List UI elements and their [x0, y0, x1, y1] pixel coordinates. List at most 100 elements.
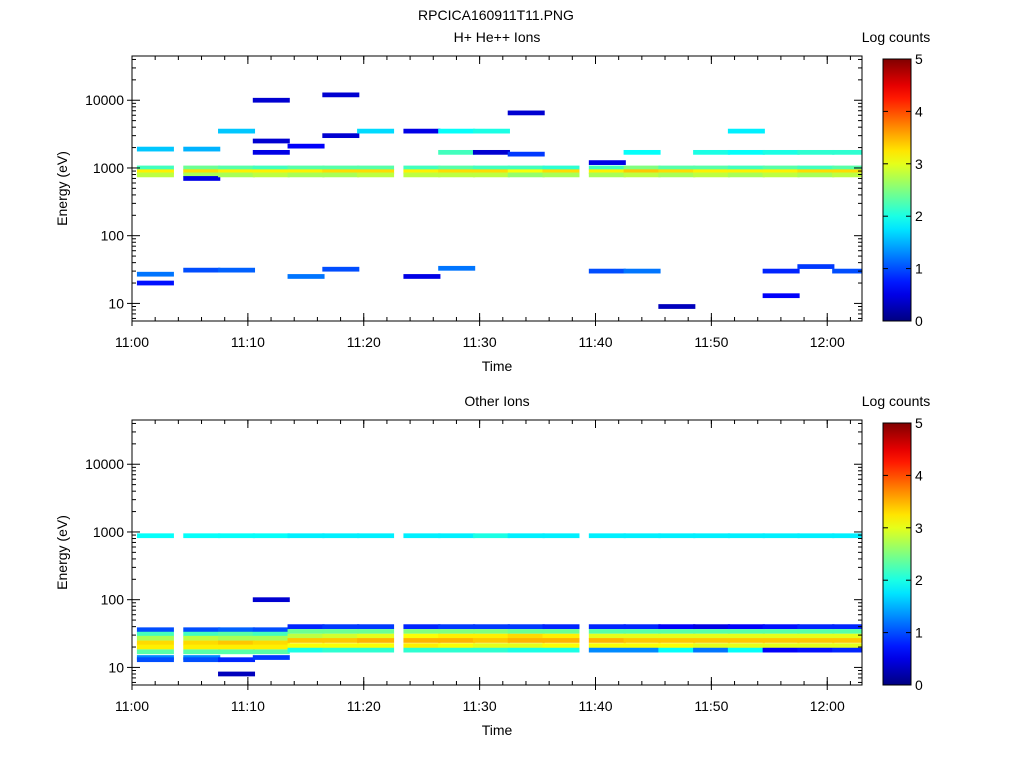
- heatmap-cell: [287, 647, 325, 653]
- heatmap-cell: [762, 647, 800, 653]
- heatmap-cell: [357, 169, 395, 175]
- heatmap-cell: [727, 647, 765, 653]
- heatmap-cell: [542, 633, 580, 639]
- panel-other-ions: Other Ions 11:00 11:10 11:20 11:30 11:40 11:50…: [54, 393, 930, 738]
- heatmap-cell: [322, 533, 360, 539]
- heatmap-cell: [623, 647, 661, 653]
- heatmap-cell: [588, 172, 626, 178]
- heatmap-cell: [507, 110, 545, 116]
- heatmap-cell: [507, 624, 545, 630]
- heatmap-cell: [507, 169, 545, 175]
- heatmap-cell: [252, 169, 290, 175]
- heatmap-cell: [403, 172, 441, 178]
- heatmap-cell: [218, 172, 256, 178]
- heatmap-cells: [136, 533, 862, 677]
- heatmap-cell: [438, 624, 476, 630]
- x-tick-label: 11:20: [347, 334, 381, 350]
- heatmap-cell: [832, 638, 862, 643]
- heatmap-cell: [438, 633, 476, 639]
- y-tick-label: 10: [108, 659, 124, 675]
- heatmap-cell: [588, 638, 626, 643]
- x-tick-label: 11:30: [463, 698, 497, 714]
- heatmap-cell: [693, 633, 731, 639]
- heatmap-cell: [252, 97, 290, 103]
- heatmap-cell: [693, 638, 731, 643]
- heatmap-cell: [797, 643, 835, 648]
- heatmap-cell: [693, 624, 731, 630]
- heatmap-cell: [136, 533, 174, 539]
- heatmap-cell: [797, 533, 835, 539]
- heatmap-cell: [472, 643, 510, 648]
- heatmap-cell: [322, 169, 360, 175]
- heatmap-cell: [287, 172, 325, 178]
- heatmap-cell: [832, 149, 862, 155]
- heatmap-cell: [542, 643, 580, 648]
- y-tick-label: 1000: [93, 524, 124, 540]
- panel-h-he-ions: H+ He++ Ions 11:00 11:10 11:20 11:30 11:40 11:…: [54, 29, 930, 374]
- heatmap-cell: [403, 274, 441, 279]
- heatmap-cell: [252, 597, 290, 603]
- heatmap-cell: [472, 169, 510, 175]
- heatmap-cell: [507, 633, 545, 639]
- heatmap-cell: [623, 633, 661, 639]
- panel-title: Other Ions: [464, 393, 529, 409]
- heatmap-cell: [183, 176, 221, 181]
- heatmap-cell: [472, 633, 510, 639]
- heatmap-cell: [623, 624, 661, 630]
- colorbar-tick-label: 2: [915, 208, 923, 224]
- heatmap-cell: [252, 149, 290, 155]
- heatmap-cell: [252, 635, 290, 641]
- heatmap-cell: [136, 271, 174, 277]
- heatmap-cell: [218, 627, 256, 633]
- heatmap-cell: [762, 643, 800, 648]
- heatmap-cell: [762, 533, 800, 539]
- heatmap-cell: [658, 533, 696, 539]
- heatmap-cell: [403, 638, 441, 643]
- heatmap-cell: [136, 657, 174, 663]
- heatmap-cell: [357, 533, 395, 539]
- colorbar: [882, 58, 912, 322]
- heatmap-cell: [472, 165, 510, 171]
- heatmap-cell: [588, 624, 626, 630]
- heatmap-cell: [136, 640, 174, 646]
- heatmap-cell: [287, 143, 325, 149]
- heatmap-cell: [218, 631, 256, 637]
- heatmap-cell: [623, 172, 661, 178]
- heatmap-cell: [252, 165, 290, 171]
- heatmap-cell: [322, 638, 360, 643]
- heatmap-cell: [136, 627, 174, 633]
- heatmap-cell: [287, 533, 325, 539]
- heatmap-cell: [438, 172, 476, 178]
- heatmap-cell: [357, 638, 395, 643]
- heatmap-cell: [542, 624, 580, 630]
- heatmap-cell: [183, 267, 221, 273]
- heatmap-cell: [136, 644, 174, 650]
- heatmap-cell: [727, 169, 765, 175]
- heatmap-cell: [287, 643, 325, 648]
- heatmap-cell: [658, 624, 696, 630]
- colorbar: [882, 422, 912, 686]
- heatmap-cell: [832, 172, 862, 178]
- heatmap-cell: [507, 533, 545, 539]
- heatmap-cell: [183, 172, 221, 178]
- x-tick-label: 11:20: [347, 698, 381, 714]
- heatmap-cell: [218, 165, 256, 171]
- heatmap-cell: [693, 172, 731, 178]
- heatmap-cell: [438, 629, 476, 634]
- heatmap-cell: [588, 629, 626, 634]
- heatmap-cell: [472, 638, 510, 643]
- heatmap-cell: [183, 165, 221, 171]
- x-tick-label: 11:50: [694, 698, 728, 714]
- heatmap-cell: [183, 169, 221, 175]
- heatmap-cell: [658, 172, 696, 178]
- heatmap-cell: [403, 128, 441, 134]
- heatmap-cell: [183, 649, 221, 655]
- heatmap-cell: [762, 293, 800, 299]
- heatmap-cell: [357, 647, 395, 653]
- heatmap-cell: [542, 638, 580, 643]
- y-tick-label: 10: [108, 295, 124, 311]
- heatmap-cell: [403, 647, 441, 653]
- heatmap-cell: [762, 624, 800, 630]
- heatmap-cell: [588, 533, 626, 539]
- heatmap-cell: [322, 647, 360, 653]
